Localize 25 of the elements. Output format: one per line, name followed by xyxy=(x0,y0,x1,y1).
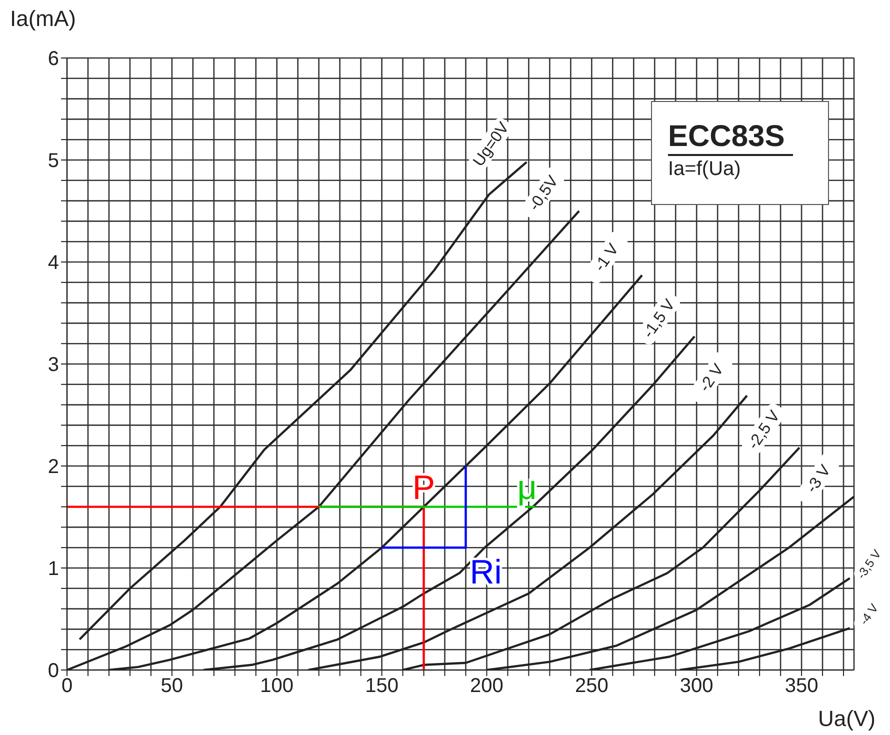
text: -2,5 V xyxy=(745,408,784,453)
x-tick-label: 350 xyxy=(784,675,818,698)
text: -1,5 V xyxy=(640,296,679,342)
y-tick-label: 3 xyxy=(48,354,59,376)
y-tick-label: 0 xyxy=(48,660,59,682)
y-tick-label: 6 xyxy=(48,48,59,70)
text: -3 V xyxy=(804,462,834,496)
text: -4 V xyxy=(856,601,882,628)
text: -3,5 V xyxy=(854,547,884,582)
x-tick-label: 300 xyxy=(680,675,714,698)
text: -2 V xyxy=(696,361,728,396)
y-tick-label: 2 xyxy=(48,456,59,478)
text: -1 V xyxy=(592,240,622,275)
text: Ia=f(Ua) xyxy=(668,158,742,181)
x-tick-label: 50 xyxy=(160,675,184,698)
x-tick-label: 100 xyxy=(260,675,294,698)
text: ECC83S xyxy=(668,120,793,156)
x-tick-label: 150 xyxy=(365,675,398,698)
y-tick-label: 4 xyxy=(48,252,59,274)
y-tick-label: 5 xyxy=(48,150,59,172)
y-tick-label: 1 xyxy=(48,558,59,580)
x-tick-label: 250 xyxy=(574,675,608,698)
x-tick-label: 200 xyxy=(470,675,504,698)
y-axis-title: Ia(mA) xyxy=(10,6,76,32)
x-axis-title: Ua(V) xyxy=(818,706,876,732)
